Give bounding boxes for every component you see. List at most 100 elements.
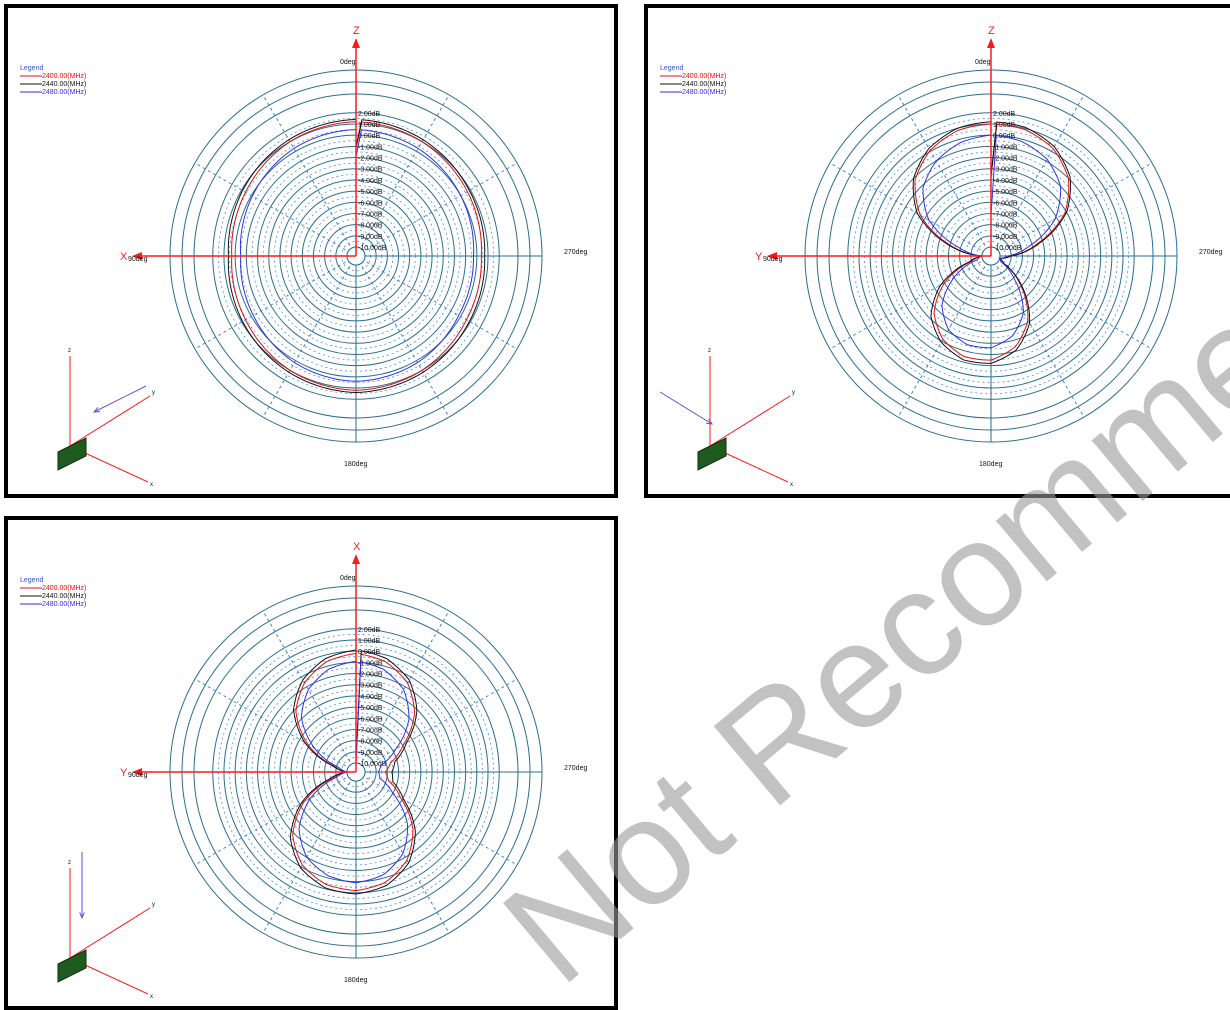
legend-title: Legend	[660, 65, 683, 72]
grid-spoke	[990, 255, 1153, 350]
orient-label-x: x	[150, 994, 153, 1000]
minor-ring	[218, 118, 494, 394]
ring-label: -5.00dB	[993, 189, 1018, 196]
ring-label: -7.00dB	[993, 211, 1018, 218]
ring-label: -4.00dB	[993, 178, 1018, 185]
angle-label-top: 0deg	[975, 59, 991, 66]
axis-label-top: X	[353, 541, 361, 553]
ring-label: 0.00dB	[358, 133, 381, 140]
ring-label: 2.00dB	[358, 111, 381, 118]
orient-label-z: z	[68, 348, 71, 354]
ring-label: -6.00dB	[358, 200, 383, 207]
orient-label-z: z	[708, 348, 711, 354]
legend-label: 2400.00(MHz)	[42, 585, 86, 592]
series-line-blue	[922, 134, 1062, 349]
orient-label-y: y	[792, 390, 795, 396]
ring-label: -1.00dB	[358, 660, 383, 667]
incident-arrowhead	[79, 912, 85, 920]
arrowhead-left	[132, 252, 142, 260]
series-line-black	[289, 649, 418, 895]
grid-spoke	[262, 610, 357, 773]
ring-label: 2.00dB	[358, 627, 381, 634]
ring-label: -8.00dB	[358, 223, 383, 230]
axis-label-left: Y	[755, 251, 763, 263]
ring-label: -6.00dB	[993, 200, 1018, 207]
arrowhead-up	[352, 554, 360, 564]
angle-label-top: 0deg	[340, 59, 356, 66]
grid-spoke	[829, 255, 992, 350]
arrowhead-left	[767, 252, 777, 260]
angle-label-bottom: 180deg	[344, 461, 367, 468]
orient-axis-y	[709, 395, 791, 447]
ring-label: -7.00dB	[358, 211, 383, 218]
ring-label: -1.00dB	[993, 144, 1018, 151]
radiation-pattern-panel-2: 2.00dB 1.00dB 0.00dB -1.00dB -2.00dB -3.00dB -…	[644, 4, 1230, 498]
incident-arrow	[93, 385, 147, 413]
series-line-red	[231, 121, 483, 391]
series-line-black	[227, 119, 486, 394]
grid-spoke	[990, 255, 1085, 418]
axis-label-top: Z	[988, 25, 995, 37]
polar-chart-2: 2.00dB1.00dB0.00dB-1.00dB-2.00dB-3.00dB-…	[659, 25, 1222, 488]
ring-label: -2.00dB	[358, 672, 383, 679]
angle-label-right: 270deg	[564, 765, 587, 772]
angle-label-left: 90deg	[763, 256, 783, 263]
ring-label: -3.00dB	[993, 167, 1018, 174]
ring-label: -6.00dB	[358, 716, 383, 723]
orient-axis-y	[69, 907, 151, 959]
grid-spoke	[262, 255, 357, 418]
grid-spoke	[194, 255, 357, 350]
angle-label-left: 90deg	[128, 772, 148, 779]
polar-chart-3: 2.00dB1.00dB0.00dB-1.00dB-2.00dB-3.00dB-…	[20, 541, 587, 1000]
series-line-blue	[298, 660, 410, 884]
legend-title: Legend	[20, 65, 43, 72]
ring-label: -3.00dB	[358, 167, 383, 174]
ring-label: -8.00dB	[358, 739, 383, 746]
grid-spoke	[262, 94, 357, 257]
antenna-board	[57, 437, 87, 471]
grid-spoke	[897, 94, 992, 257]
legend-label: 2440.00(MHz)	[42, 81, 86, 88]
grid-spoke	[194, 771, 357, 866]
radiation-pattern-panel-1: 2.00dB 1.00dB 0.00dB -1.00dB -2.00dB -3.00dB -…	[4, 4, 618, 498]
grid-spoke	[897, 255, 992, 418]
ring-label: -5.00dB	[358, 705, 383, 712]
ring-label: -5.00dB	[358, 189, 383, 196]
legend-label: 2440.00(MHz)	[42, 593, 86, 600]
ring-label: -2.00dB	[358, 156, 383, 163]
grid-spoke	[262, 771, 357, 934]
ring-label: -3.00dB	[358, 683, 383, 690]
ring-label: -1.00dB	[358, 144, 383, 151]
axis-label-left: Y	[120, 767, 128, 779]
minor-ring	[218, 634, 494, 910]
grid-spoke	[355, 255, 518, 350]
radiation-pattern-panel-3: 2.00dB 1.00dB 0.00dB -1.00dB -2.00dB -3.00dB -…	[4, 516, 618, 1010]
ring-label: 1.00dB	[358, 638, 381, 645]
antenna-board	[57, 949, 87, 983]
legend-label: 2440.00(MHz)	[682, 81, 726, 88]
ring-label: 1.00dB	[358, 122, 381, 129]
polar-chart-1: 2.00dB 1.00dB 0.00dB -1.00dB -2.00dB -3.00dB -…	[20, 25, 587, 488]
angle-label-right: 270deg	[1199, 249, 1222, 256]
angle-label-bottom: 180deg	[344, 977, 367, 984]
ring-label: -8.00dB	[993, 223, 1018, 230]
angle-label-top: 0deg	[340, 575, 356, 582]
ring-label: -10.00dB	[358, 245, 387, 252]
grid-spoke	[194, 678, 357, 773]
series-line-black	[912, 121, 1072, 364]
orient-label-z: z	[68, 860, 71, 866]
orient-label-y: y	[152, 902, 155, 908]
grid-spoke	[829, 162, 992, 257]
angle-label-left: 90deg	[128, 256, 148, 263]
ring-label: -4.00dB	[358, 694, 383, 701]
ring-label: -7.00dB	[358, 727, 383, 734]
ring-label: -2.00dB	[993, 156, 1018, 163]
grid-spoke	[355, 771, 450, 934]
arrowhead-up	[352, 38, 360, 48]
incident-arrowhead	[92, 407, 101, 413]
legend-title: Legend	[20, 577, 43, 584]
orient-axis-y	[69, 395, 151, 447]
antenna-board	[697, 437, 727, 471]
series-line-red	[292, 652, 416, 892]
legend-label: 2400.00(MHz)	[682, 73, 726, 80]
